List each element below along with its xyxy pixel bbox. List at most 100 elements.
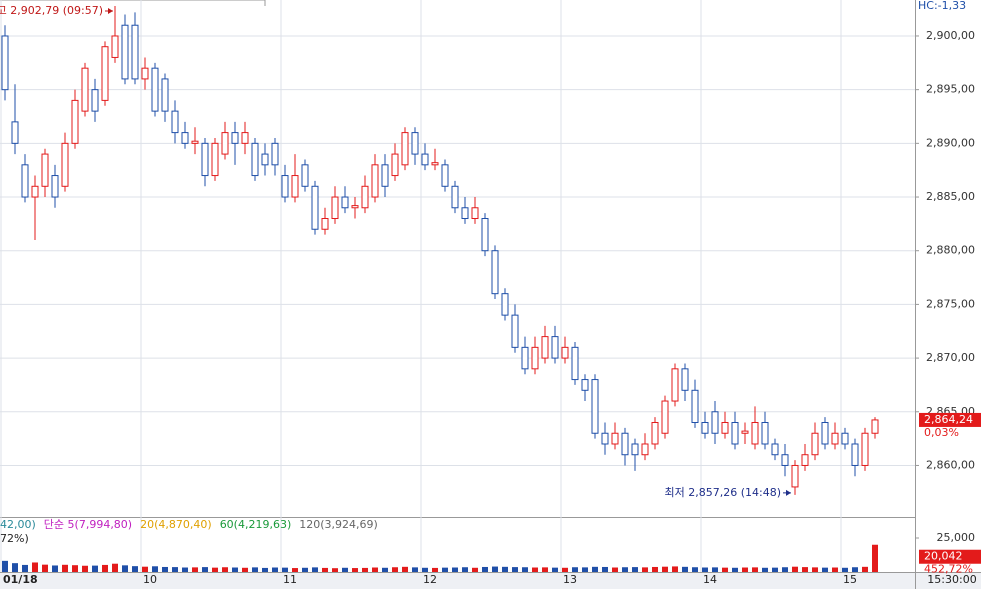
volume-bar [782, 567, 788, 572]
y-tick-label: 2,860,00 [926, 458, 975, 471]
candle-body [841, 432, 849, 445]
candle-body [241, 132, 249, 144]
volume-bar [222, 567, 228, 572]
volume-bar [672, 566, 678, 572]
volume-bar [472, 567, 478, 572]
volume-bar [372, 567, 378, 572]
candle-body [631, 443, 639, 456]
volume-bar [232, 567, 238, 572]
candle-body [661, 400, 669, 434]
candle-body [851, 443, 859, 466]
volume-bar [442, 567, 448, 572]
candle-body [721, 422, 729, 434]
candle-body [811, 432, 819, 456]
volume-bar [452, 567, 458, 572]
volume-bar [612, 567, 618, 572]
volume-bar [212, 567, 218, 572]
volume-bar [562, 567, 568, 572]
volume-bar [822, 567, 828, 572]
candle-body [641, 443, 649, 456]
candle-body [1, 35, 9, 91]
candle-body [421, 153, 429, 166]
candle-body [741, 430, 749, 434]
volume-bar [792, 566, 798, 572]
annotation-arrowhead [108, 8, 113, 14]
volume-bar [532, 567, 538, 572]
volume-bar [322, 567, 328, 572]
candle-body [171, 110, 179, 134]
candle-body [61, 142, 69, 187]
candle-body [321, 218, 329, 230]
x-axis-band [0, 572, 981, 589]
volume-bar [52, 565, 58, 572]
volume-bar [692, 567, 698, 572]
volume-bar [342, 567, 348, 572]
volume-bar [742, 567, 748, 572]
volume-bar [262, 567, 268, 572]
indicator-legend: 20(4,870,40) [140, 518, 212, 531]
volume-ratio: 452,72% [924, 563, 973, 576]
y-tick-label: 2,890,00 [926, 136, 975, 149]
candle-body [461, 207, 469, 220]
volume-bar [762, 567, 768, 572]
candle-body [211, 142, 219, 177]
candle-body [831, 432, 839, 445]
volume-bar [22, 564, 28, 572]
candle-body [251, 142, 259, 177]
candle-body [101, 46, 109, 101]
volume-bar [292, 568, 298, 572]
volume-bar [162, 566, 168, 572]
y-tick-label: 25,000 [937, 531, 976, 544]
volume-bar [402, 566, 408, 572]
volume-bar [732, 567, 738, 572]
candle-body [591, 379, 599, 434]
candle-body [751, 422, 759, 445]
volume-bar [512, 567, 518, 572]
volume-bar [132, 566, 138, 572]
last-price-box [919, 412, 981, 427]
volume-bar [142, 566, 148, 572]
candle-body [231, 132, 239, 144]
candle-body [531, 346, 539, 370]
volume-bar [752, 567, 758, 572]
high-annotation: 최고 2,902,79 (09:57) [0, 4, 103, 17]
candle-body [611, 432, 619, 445]
volume-bar [802, 567, 808, 572]
candle-body [801, 454, 809, 466]
volume-bar [462, 567, 468, 572]
candle-body [651, 422, 659, 445]
candle-body [141, 67, 149, 80]
candle-body [681, 368, 689, 391]
time-label: 15:30:00 [927, 573, 976, 586]
candle-body [701, 422, 709, 434]
volume-bar [542, 567, 548, 572]
candle-body [501, 293, 509, 316]
low-annotation: 최저 2,857,26 (14:48) [664, 486, 781, 499]
volume-bar [432, 567, 438, 572]
candle-body [511, 314, 519, 348]
candle-body [571, 346, 579, 381]
candle-body [371, 164, 379, 198]
x-tick-label: 10 [143, 573, 157, 586]
candle-body [301, 164, 309, 187]
candle-body [781, 454, 789, 466]
volume-bar [522, 567, 528, 572]
candle-body [181, 132, 189, 144]
volume-ratio-left: 72%) [0, 532, 29, 545]
last-price-label: 2,864,24 [924, 413, 973, 426]
volume-bar [82, 565, 88, 572]
volume-bar [812, 567, 818, 572]
volume-bar [192, 567, 198, 572]
volume-bar [382, 567, 388, 572]
volume-bar [702, 567, 708, 572]
candle-body [71, 99, 79, 144]
volume-bar [242, 567, 248, 572]
candle-body [51, 175, 59, 198]
candle-body [221, 132, 229, 155]
volume-bar [412, 567, 418, 572]
candle-body [191, 140, 199, 144]
candle-body [671, 368, 679, 402]
candle-body [541, 336, 549, 359]
